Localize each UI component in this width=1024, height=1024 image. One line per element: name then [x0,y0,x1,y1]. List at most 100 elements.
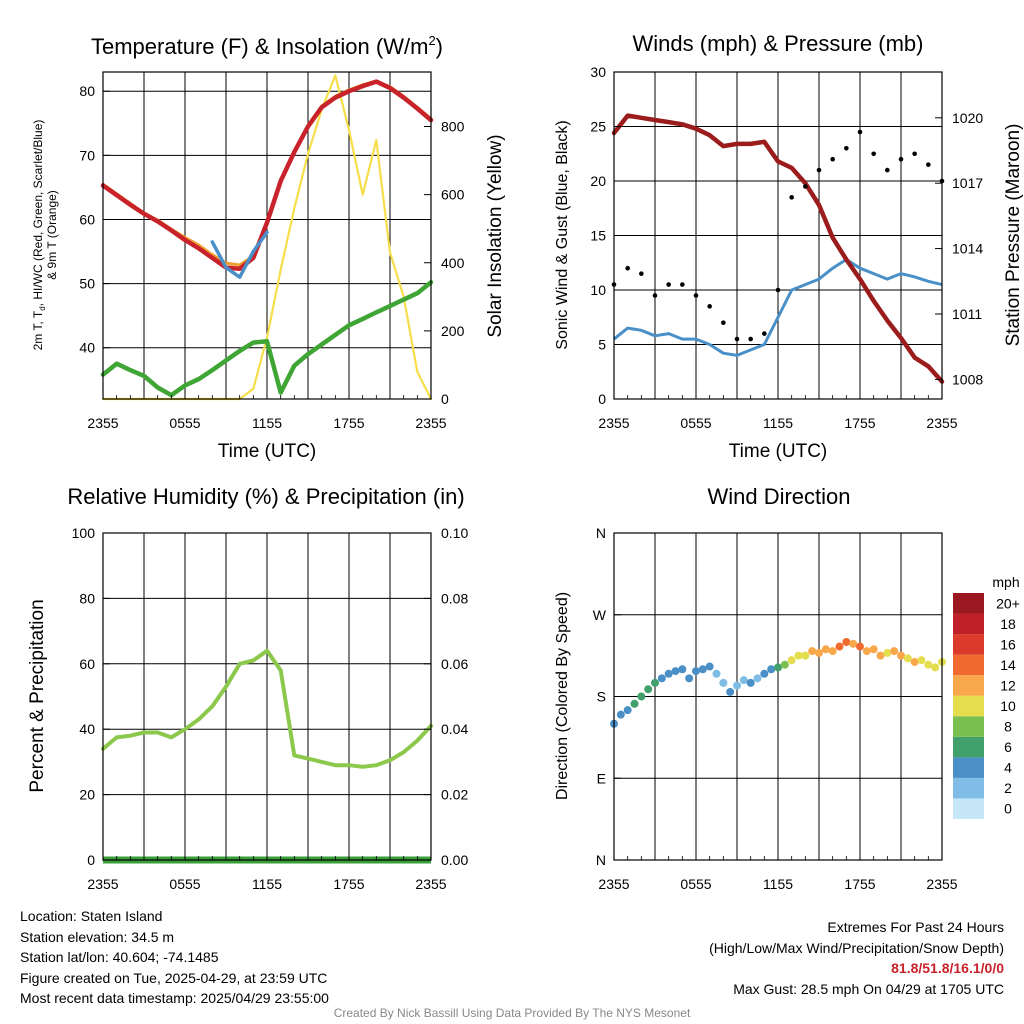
gust-point [748,336,753,342]
y-tick-label-left: 0 [598,391,606,407]
y-tick-label-right: 0.10 [441,525,468,541]
wind-pressure-panel: Winds (mph) & Pressure (mb) 2355 0555 1155… [554,31,1024,462]
temperature-ylabel-left-line2: & 9m T (Orange) [45,190,59,280]
x-tick-label: 2355 [415,876,446,892]
colorbar-label: 14 [1000,657,1016,673]
direction-point [760,669,769,678]
direction-point [862,647,871,656]
x-tick-label: 0555 [169,415,200,431]
temperature-ticks: 2355 0555 1155 1755 235540506070800200400600… [79,83,464,431]
temperature-ylabel-right: Solar Insolation (Yellow) [485,134,506,337]
colorbar-swatch [953,716,984,737]
colorbar-label: 6 [1004,739,1012,755]
y-tick-label-right: 0.00 [441,852,468,868]
direction-point [630,699,639,708]
direction-point [753,674,762,683]
y-tick-label-left: 5 [598,337,606,353]
series-line-pressure [611,113,945,384]
direction-point [801,651,810,660]
gust-point [871,151,876,157]
gust-point [912,151,917,157]
colorbar-title: mph [992,574,1019,590]
x-tick-label: 1155 [763,876,793,892]
wind-pressure-series [611,113,945,384]
y-tick-label-right: 1011 [952,306,982,322]
humidity-panel-title: Relative Humidity (%) & Precipitation (i… [67,484,464,509]
wind-pressure-ticks: 2355 0555 1155 1755 2355 0 5 10 15 20 25 30 1008 1011… [590,64,983,431]
y-tick-label-left: 20 [79,787,95,803]
wind-direction-panel: Wind Direction 2355 0555 1155 1755 2355 N E S W N… [554,484,1020,892]
series-line-rh [101,648,433,769]
colorbar-label: 18 [1000,616,1016,632]
temperature-xlabel: Time (UTC) [218,441,317,462]
y-tick-label-right: 600 [441,187,465,203]
direction-point [917,656,926,665]
y-tick-label-right: 1008 [952,371,983,387]
colorbar-swatch [953,613,984,635]
figure-created: Figure created on Tue, 2025-04-29, at 23… [20,969,328,986]
x-tick-label: 1755 [333,415,364,431]
colorbar-swatch [953,634,984,655]
y-tick-label-right: 1020 [952,110,983,126]
gust-point [898,156,904,162]
direction-point [678,665,687,674]
colorbar-swatch [953,675,984,696]
direction-point [835,642,844,651]
direction-point [698,665,707,674]
direction-point [821,645,830,654]
y-tick-label-left: N [596,852,606,868]
direction-point [787,656,796,665]
x-tick-label: 1755 [844,876,875,892]
gust-point [857,129,863,135]
wind-pressure-xlabel: Time (UTC) [729,441,828,462]
direction-point [931,663,940,672]
colorbar-label: 12 [1000,677,1016,693]
y-tick-label-left: 60 [79,211,95,227]
x-tick-label: 1155 [763,415,793,431]
gust-point [721,320,726,326]
direction-point [890,647,899,656]
series-line-3 [210,230,269,279]
y-tick-label-left: E [597,770,606,786]
y-tick-label-left: 100 [72,525,96,541]
station-latlon: Station lat/lon: 40.604; -74.1485 [20,949,219,965]
gust-point [775,287,781,293]
x-tick-label: 1155 [252,415,282,431]
colorbar-label: 0 [1004,801,1012,817]
direction-point [828,647,837,656]
temperature-panel: Temperature (F) & Insolation (W/m2) 2355… [31,33,506,462]
direction-point [733,681,741,690]
y-tick-label-right: 800 [441,119,465,135]
humidity-panel: Relative Humidity (%) & Precipitation (i… [27,484,468,892]
direction-point [897,651,905,660]
colorbar-swatch [953,736,984,758]
y-tick-label-left: 25 [590,119,606,135]
direction-point [883,648,892,657]
gust-point [625,265,630,271]
gust-point [707,304,712,309]
y-tick-label-left: W [593,607,607,623]
y-tick-label-right: 0.06 [441,656,468,672]
humidity-grid [103,533,431,860]
direction-point [767,665,776,674]
y-tick-label-left: 0 [87,852,95,868]
y-tick-label-left: 40 [79,721,95,737]
wind-direction-series [610,638,946,728]
extremes-subtitle: (High/Low/Max Wind/Precipitation/Snow De… [709,939,1004,956]
direction-point [719,678,728,687]
series-line-1 [100,280,434,398]
y-tick-label-left: 80 [79,83,95,99]
direction-point [924,660,933,669]
wind-direction-grid [614,533,942,860]
direction-point [623,706,632,715]
direction-point [712,669,721,678]
wind-direction-panel-title: Wind Direction [707,484,850,509]
direction-point [876,651,885,660]
gust-point [762,331,767,336]
x-tick-label: 2355 [598,876,629,892]
temperature-panel-title: Temperature (F) & Insolation (W/m2) [91,33,443,59]
gust-point [816,167,822,173]
wind-pressure-panel-title: Winds (mph) & Pressure (mb) [633,31,924,56]
direction-point [815,648,823,657]
series-line-wind [613,258,943,357]
